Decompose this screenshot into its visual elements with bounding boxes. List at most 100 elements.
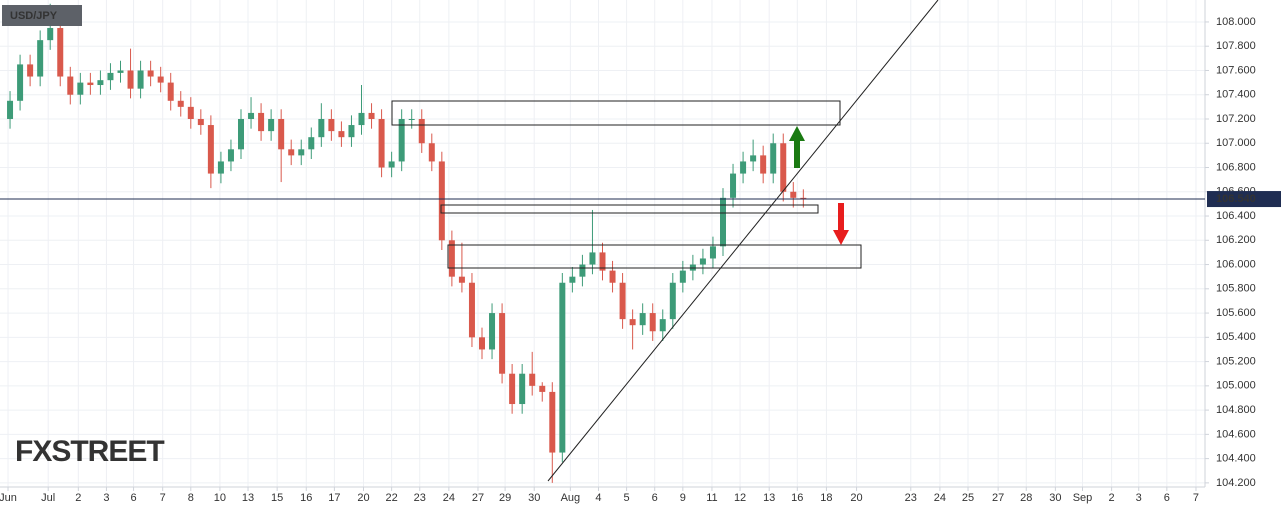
y-tick-label: 105.600 [1216, 307, 1256, 319]
x-tick-label: 27 [472, 492, 484, 504]
candle-body [649, 313, 656, 332]
x-tick-label: 16 [791, 492, 803, 504]
support-box [447, 244, 862, 269]
y-tick-label: 105.200 [1216, 355, 1256, 367]
x-tick-label: 6 [652, 492, 658, 504]
candle-body [248, 112, 255, 119]
candle-body [308, 137, 315, 150]
y-tick-label: 107.400 [1216, 89, 1256, 101]
candle-body [167, 82, 174, 101]
x-tick-label: 7 [160, 492, 166, 504]
candle-body [87, 82, 94, 86]
x-tick-label: 12 [734, 492, 746, 504]
x-tick-label: 7 [1193, 492, 1199, 504]
y-tick-label: 107.200 [1216, 113, 1256, 125]
candle-body [77, 82, 84, 95]
candle-body [207, 125, 214, 174]
x-tick-label: 18 [820, 492, 832, 504]
candle-body [549, 391, 556, 453]
x-tick-label: 6 [130, 492, 136, 504]
y-tick-label: 104.800 [1216, 404, 1256, 416]
current-price-label: 106.540 [1216, 193, 1256, 205]
x-tick-label: 9 [680, 492, 686, 504]
y-tick-label: 106.000 [1216, 258, 1256, 270]
candle-body [509, 373, 516, 405]
candle-body [157, 76, 164, 83]
x-tick-label: 6 [1164, 492, 1170, 504]
x-tick-label: 10 [214, 492, 226, 504]
candle-body [428, 143, 435, 162]
candle-body [107, 72, 114, 81]
x-tick-label: 3 [103, 492, 109, 504]
candle-body [629, 319, 636, 326]
symbol-badge [2, 5, 82, 26]
candle-body [137, 70, 144, 89]
candle-body [187, 106, 194, 119]
x-tick-label: 24 [443, 492, 455, 504]
candle-body [800, 197, 807, 200]
y-tick-label: 104.400 [1216, 453, 1256, 465]
candle-body [569, 276, 576, 283]
symbol-title: USD/JPY [10, 10, 58, 22]
axes: 104.200 104.400 104.600 104.800 105.000 105.2… [0, 16, 1281, 504]
candle-body [458, 276, 465, 283]
candle-body [328, 118, 335, 132]
x-tick-label: 2 [1109, 492, 1115, 504]
x-tick-label: Jun [0, 492, 17, 504]
x-tick-label: 25 [962, 492, 974, 504]
resistance-box [391, 100, 841, 126]
current-price-badge [1207, 191, 1281, 208]
candle-body [227, 149, 234, 162]
candle-body [559, 282, 566, 453]
y-tick-label: 104.600 [1216, 428, 1256, 440]
x-tick-label: 2 [75, 492, 81, 504]
candle-body [97, 80, 104, 86]
candle-body [368, 112, 375, 119]
candle-body [348, 125, 355, 138]
candle-body [398, 118, 405, 162]
candle-body [27, 64, 34, 77]
x-tick-label: 8 [188, 492, 194, 504]
y-tick-label: 104.200 [1216, 477, 1256, 489]
watermark: FXSTREET [15, 435, 164, 468]
candle-body [770, 143, 777, 174]
candle-body [709, 246, 716, 259]
x-tick-label: 28 [1020, 492, 1032, 504]
x-tick-label: 27 [992, 492, 1004, 504]
x-tick-label: 22 [386, 492, 398, 504]
support-box [440, 204, 819, 214]
y-tick-label: 106.200 [1216, 234, 1256, 246]
candle-body [468, 282, 475, 338]
candle-body [750, 155, 757, 162]
candle-body [579, 264, 586, 277]
candle-body [127, 70, 134, 89]
candles [7, 3, 807, 483]
x-tick-label: 23 [414, 492, 426, 504]
x-tick-label: 30 [1049, 492, 1061, 504]
x-tick-label: 29 [499, 492, 511, 504]
candle-body [238, 118, 244, 150]
candle-body [720, 197, 726, 247]
candle-body [659, 319, 666, 332]
candle-body [780, 143, 787, 192]
x-tick-label: 17 [328, 492, 340, 504]
candle-body [438, 161, 445, 241]
x-tick-label: 20 [850, 492, 862, 504]
x-tick-label: 15 [271, 492, 283, 504]
candle-body [217, 161, 224, 174]
y-tick-label: 107.000 [1216, 137, 1256, 149]
x-tick-label: 30 [528, 492, 540, 504]
x-tick-label: 16 [300, 492, 312, 504]
x-tick-label: Aug [561, 492, 581, 504]
candle-body [619, 282, 626, 320]
arrow-up [789, 126, 805, 168]
candle-body [760, 155, 767, 174]
y-tick-label: 105.800 [1216, 283, 1256, 295]
candle-body [589, 252, 596, 265]
candle-body [669, 282, 676, 320]
candle-body [7, 100, 14, 119]
candle-body [388, 161, 395, 168]
candle-body [599, 252, 606, 271]
candle-body [790, 191, 797, 198]
